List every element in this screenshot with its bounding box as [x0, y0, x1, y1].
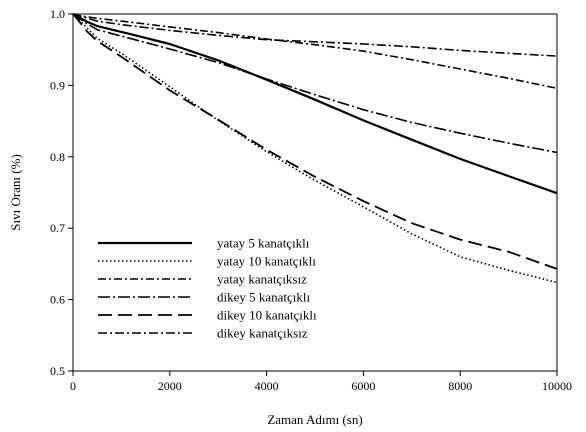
legend-label-6: dikey kanatçıksız	[217, 326, 308, 341]
x-tick-label: 2000	[158, 379, 182, 393]
series-line-2	[72, 13, 558, 284]
series-line-1	[72, 13, 558, 195]
y-tick-label: 0.7	[50, 221, 65, 235]
y-tick-label: 1.0	[50, 7, 65, 21]
y-axis-ticks: 0.5 0.6 0.7 0.8 0.9 1.0	[50, 7, 73, 378]
legend-label-1: yatay 5 kanatçıklı	[217, 236, 310, 251]
legend-label-2: yatay 10 kanatçıklı	[217, 254, 316, 269]
series-line-6	[72, 13, 558, 57]
x-tick-label: 0	[70, 379, 76, 393]
y-axis-title: Sıvı Oranı (%)	[8, 154, 23, 231]
x-axis-ticks: 0 2000 4000 6000 8000 10000	[70, 371, 572, 393]
y-tick-label: 0.8	[50, 150, 65, 164]
x-tick-label: 4000	[255, 379, 279, 393]
y-tick-label: 0.9	[50, 78, 65, 92]
y-tick-label: 0.6	[50, 293, 65, 307]
plot-frame	[72, 13, 558, 372]
series-line-3	[72, 13, 558, 90]
y-tick-label: 0.5	[50, 364, 65, 378]
x-tick-label: 6000	[351, 379, 375, 393]
legend: yatay 5 kanatçıklı yatay 10 kanatçıklı yat…	[98, 236, 317, 341]
legend-label-3: yatay kanatçıksız	[217, 272, 307, 287]
series-line-5	[72, 13, 558, 270]
x-tick-label: 8000	[448, 379, 472, 393]
legend-label-4: dikey 5 kanatçıklı	[217, 290, 311, 305]
legend-label-5: dikey 10 kanatçıklı	[217, 308, 317, 323]
x-axis-title: Zaman Adımı (sn)	[267, 412, 362, 427]
x-tick-label: 10000	[542, 379, 572, 393]
plot-lines-group	[72, 13, 558, 284]
